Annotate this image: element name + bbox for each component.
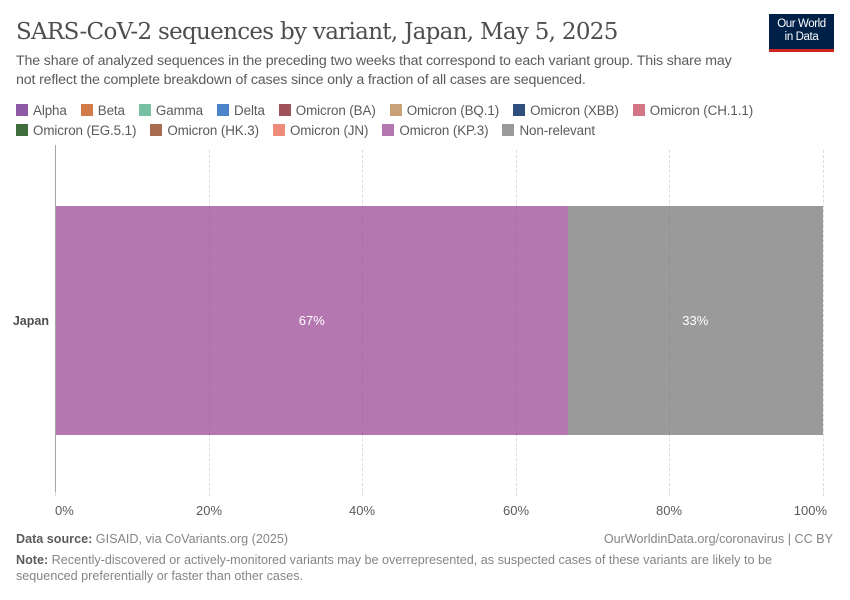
legend-item[interactable]: Omicron (JN)	[272, 121, 369, 139]
legend-label: Omicron (KP.3)	[399, 122, 489, 138]
legend-swatch	[150, 124, 163, 136]
legend-swatch	[278, 104, 291, 116]
legend-item[interactable]: Alpha	[16, 101, 67, 119]
gridline	[823, 150, 824, 496]
legend-swatch	[217, 104, 230, 116]
legend-swatch	[382, 124, 395, 136]
legend-swatch	[138, 104, 151, 116]
chart-subtitle: The share of analyzed sequences in the p…	[16, 53, 732, 88]
owid-logo[interactable]: Our World in Data	[769, 14, 834, 52]
tick-mark	[362, 492, 363, 496]
x-tick-label: 100%	[793, 503, 827, 518]
note-label: Note:	[16, 553, 49, 567]
legend-item[interactable]: Non-relevant	[502, 121, 595, 139]
logo-line-1: Our World	[777, 18, 826, 30]
legend-item[interactable]: Omicron (KP.3)	[382, 121, 489, 139]
legend-swatch	[632, 104, 645, 116]
legend-label: Omicron (HK.3)	[167, 122, 259, 138]
legend-swatch	[513, 104, 526, 116]
legend-label: Omicron (EG.5.1)	[33, 122, 137, 138]
tick-mark	[669, 492, 670, 496]
bar-japan[interactable]: 67% 33%	[56, 206, 823, 435]
gridline-overlay	[362, 206, 363, 435]
legend-item[interactable]: Omicron (EG.5.1)	[16, 121, 136, 139]
tick-mark	[823, 492, 824, 496]
x-tick-label: 20%	[195, 503, 223, 518]
legend-label: Omicron (BQ.1)	[406, 102, 500, 118]
note-text: Recently-discovered or actively-monitore…	[16, 553, 772, 583]
x-tick-label: 60%	[502, 503, 530, 518]
legend-item[interactable]: Omicron (CH.1.1)	[632, 101, 754, 119]
legend-item[interactable]: Omicron (HK.3)	[150, 121, 259, 139]
legend-label: Omicron (CH.1.1)	[649, 102, 754, 118]
legend-label: Omicron (BA)	[295, 102, 376, 118]
credit-link[interactable]: OurWorldinData.org/coronavirus | CC BY	[603, 532, 833, 546]
gridline-overlay	[669, 206, 670, 435]
tick-mark	[55, 492, 56, 496]
segment-value-label: 33%	[682, 313, 709, 328]
legend-swatch	[16, 104, 28, 116]
legend-swatch	[272, 124, 285, 136]
y-category-label: Japan	[12, 314, 49, 328]
tick-mark	[516, 492, 517, 496]
legend: Alpha Beta Gamma Delta Omicron (BA) Omicron (…	[16, 101, 836, 139]
x-tick-label: 80%	[655, 503, 683, 518]
x-tick-label: 0%	[55, 503, 74, 518]
legend-item[interactable]: Gamma	[138, 101, 204, 119]
legend-item[interactable]: Delta	[217, 101, 265, 119]
legend-swatch	[16, 124, 28, 136]
plot-area: 67% 33%	[55, 145, 824, 496]
bar-segment-omicron-kp-3[interactable]: 67%	[56, 206, 568, 435]
chart-note: Note: Recently-discovered or actively-mo…	[16, 552, 806, 584]
legend-label: Omicron (JN)	[289, 122, 369, 138]
legend-swatch	[502, 124, 515, 136]
legend-item[interactable]: Omicron (XBB)	[513, 101, 619, 119]
gridline-overlay	[516, 206, 517, 435]
legend-label: Gamma	[155, 102, 204, 118]
legend-label: Alpha	[33, 102, 67, 118]
legend-swatch	[80, 104, 93, 116]
tick-mark	[209, 492, 210, 496]
legend-item[interactable]: Beta	[80, 101, 125, 119]
legend-label: Delta	[234, 102, 265, 118]
source-text[interactable]: GISAID, via CoVariants.org (2025)	[92, 532, 289, 546]
legend-label: Beta	[97, 102, 125, 118]
legend-item[interactable]: Omicron (BA)	[278, 101, 376, 119]
legend-swatch	[389, 104, 402, 116]
legend-label: Omicron (XBB)	[530, 102, 619, 118]
y-axis-line	[55, 145, 56, 496]
source-label: Data source:	[16, 532, 93, 546]
segment-value-label: 67%	[298, 313, 325, 328]
data-source: Data source: GISAID, via CoVariants.org …	[16, 532, 288, 546]
bar-segment-non-relevant[interactable]: 33%	[567, 206, 823, 435]
gridline-overlay	[209, 206, 210, 435]
logo-line-2: in Data	[784, 31, 819, 43]
x-tick-label: 40%	[348, 503, 376, 518]
chart-title: SARS-CoV-2 sequences by variant, Japan, …	[16, 19, 618, 45]
legend-item[interactable]: Omicron (BQ.1)	[389, 101, 500, 119]
legend-label: Non-relevant	[519, 122, 595, 138]
